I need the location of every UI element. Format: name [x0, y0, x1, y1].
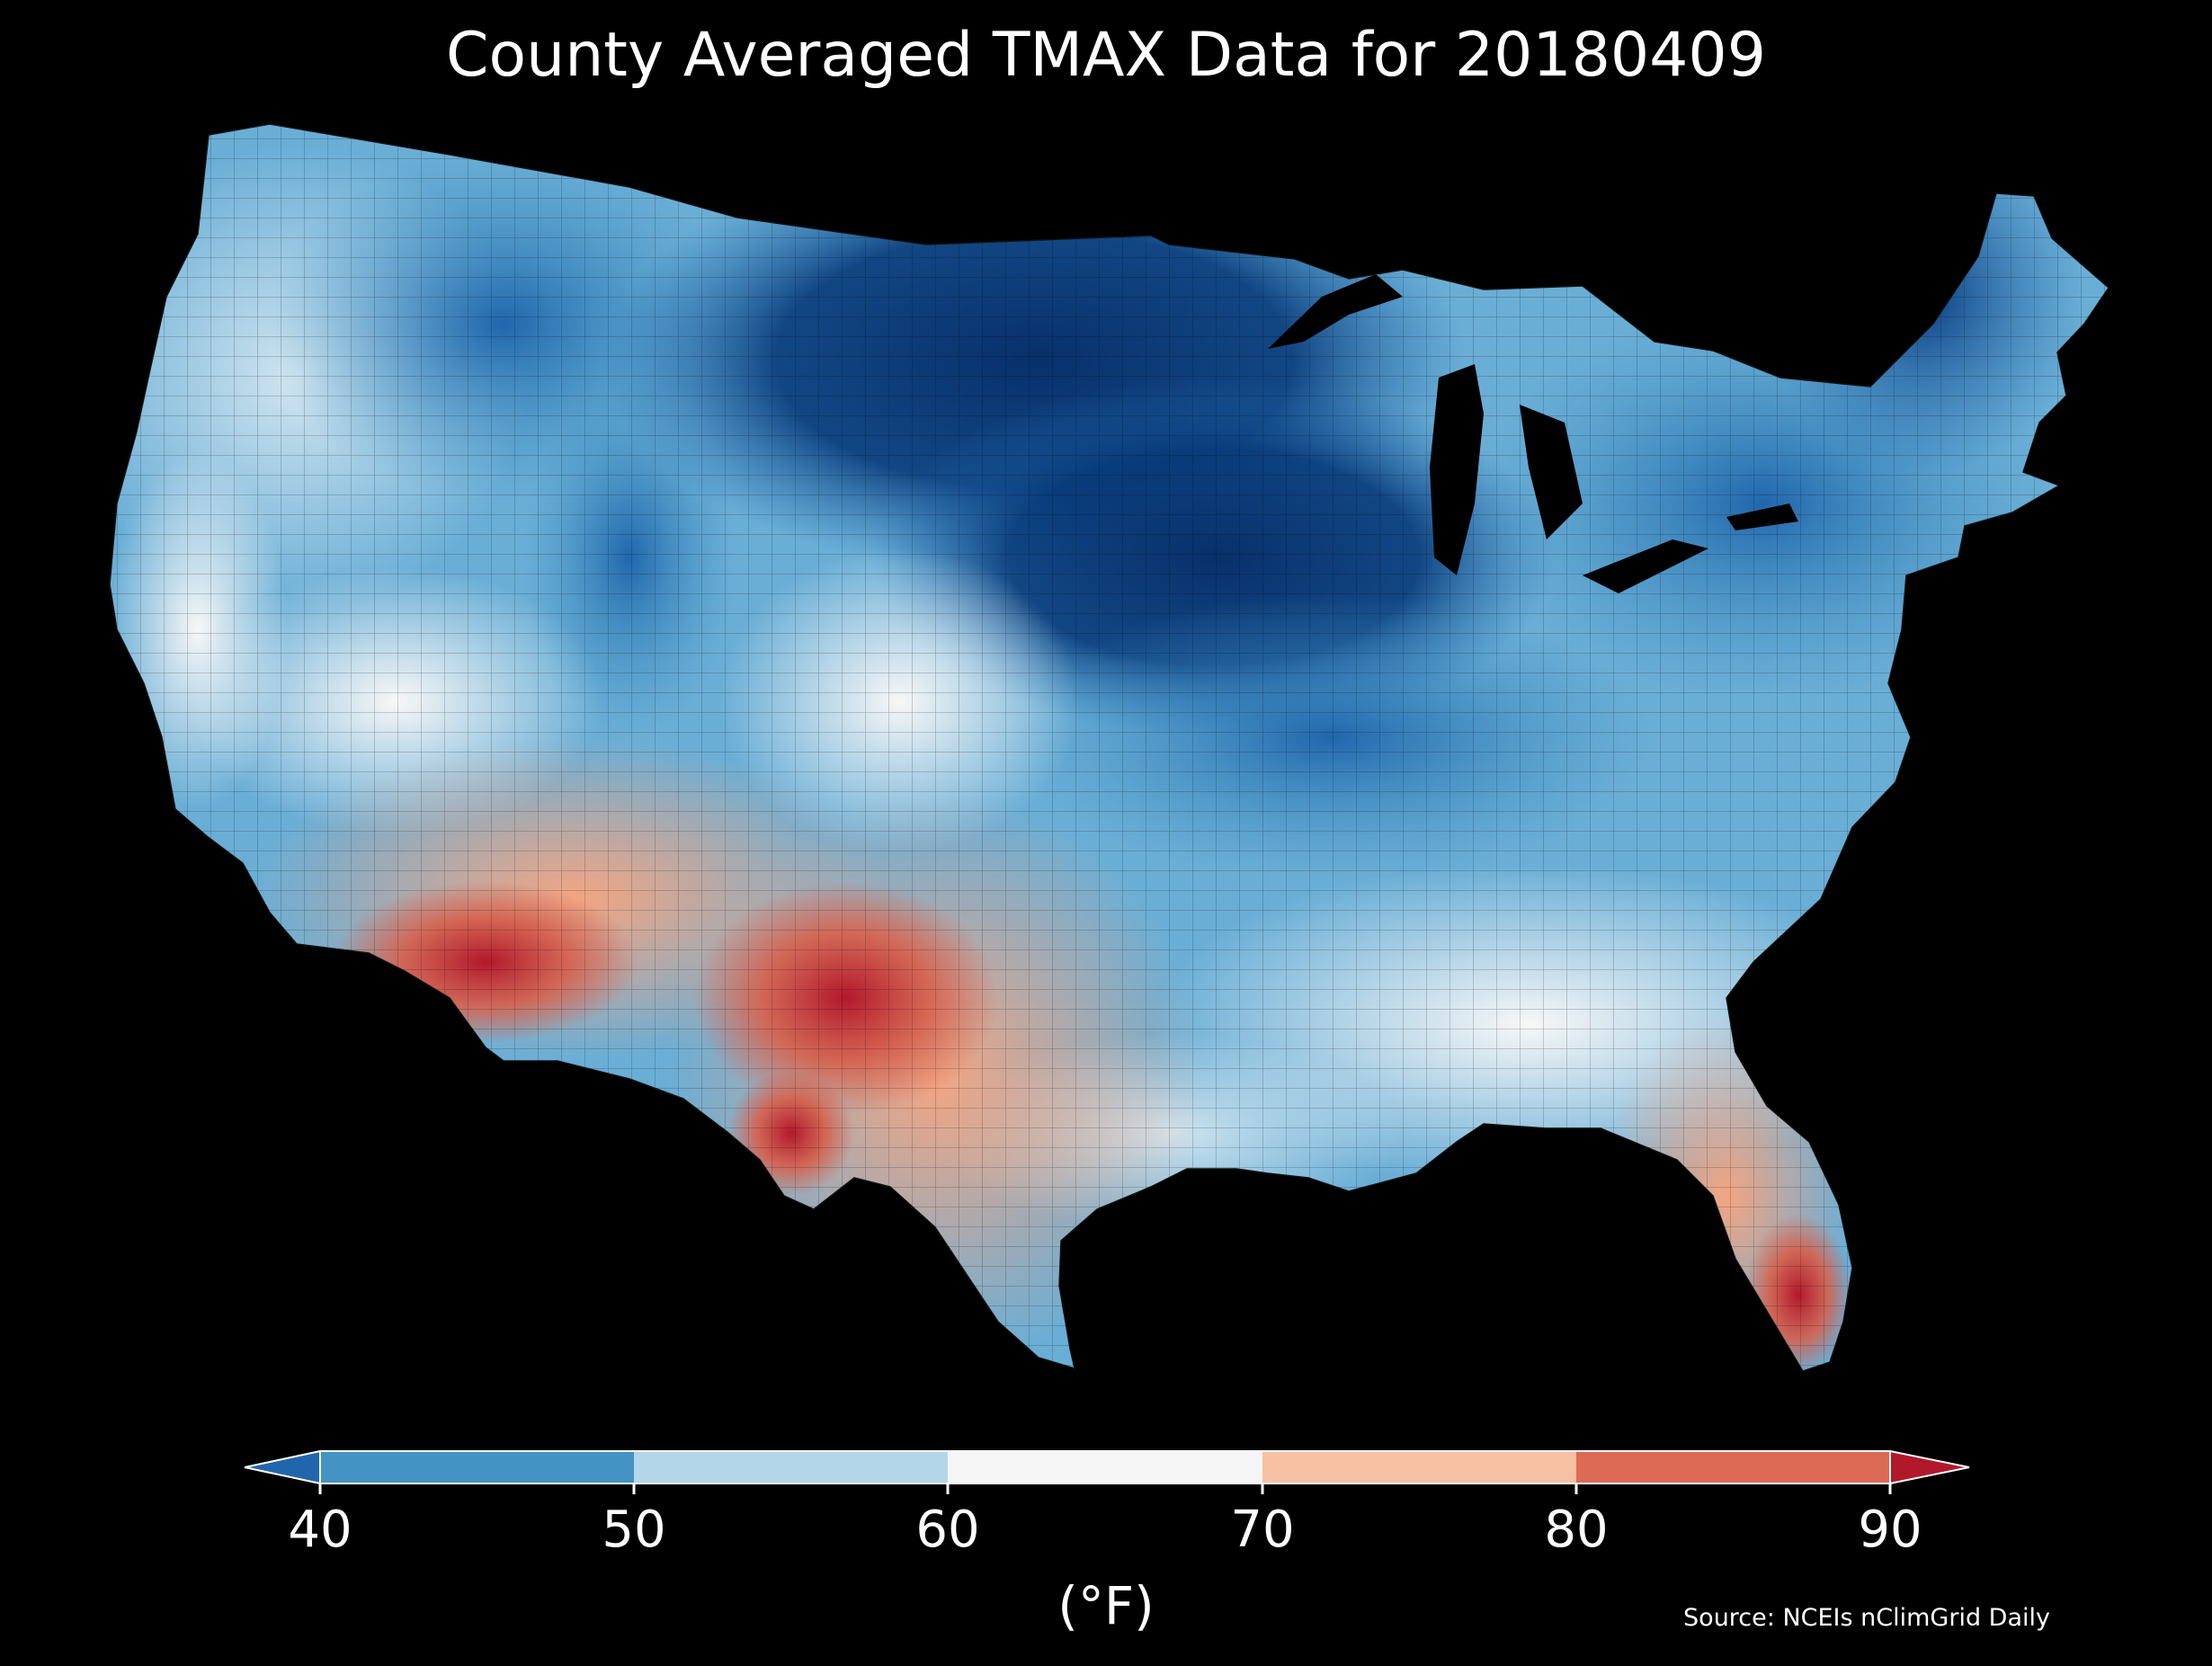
colorbar-extend-low — [244, 1449, 321, 1485]
lake-superior — [1268, 274, 1403, 349]
temperature-field — [110, 124, 2109, 1371]
colorbar-extend-high — [1889, 1449, 1970, 1485]
colorbar-tick-label: 90 — [1858, 1501, 1922, 1559]
colorbar — [244, 1449, 1970, 1494]
colorbar-tick-label: 80 — [1544, 1501, 1609, 1559]
colorbar-tick-label: 40 — [288, 1501, 352, 1559]
source-credit: Source: NCEIs nClimGrid Daily — [1683, 1604, 2050, 1632]
lake-erie — [1583, 539, 1708, 593]
colorbar-tick-label: 70 — [1230, 1501, 1295, 1559]
colorbar-bin-80-90 — [1576, 1451, 1890, 1483]
colorbar-tick-label: 60 — [915, 1501, 980, 1559]
colorbar-tick-label: 50 — [602, 1501, 666, 1559]
map-title: County Averaged TMAX Data for 20180409 — [446, 20, 1766, 91]
colorbar-bin-60-70 — [948, 1451, 1262, 1483]
us-outline — [109, 123, 2109, 1372]
colorbar-unit-label: (°F) — [1057, 1575, 1155, 1636]
colorbar-bin-40-50 — [320, 1451, 634, 1483]
colorbar-bin-70-80 — [1262, 1451, 1576, 1483]
lake-ontario — [1726, 503, 1798, 530]
lake-michigan — [1430, 364, 1484, 575]
lake-huron — [1520, 405, 1583, 539]
colorbar-bin-50-60 — [634, 1451, 948, 1483]
